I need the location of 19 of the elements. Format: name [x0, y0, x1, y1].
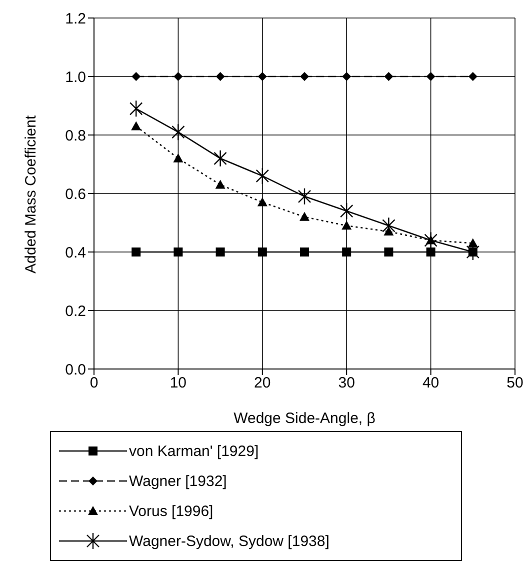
legend-label: von Karman' [1929] [129, 442, 259, 460]
x-tick-label: 50 [506, 374, 524, 392]
y-tick-label: 0.8 [65, 127, 86, 144]
y-axis-title: Added Mass Coefficient [22, 114, 40, 274]
legend-label: Wagner-Sydow, Sydow [1938] [129, 532, 330, 550]
x-tick-label: 20 [254, 374, 271, 392]
y-tick-label: 1.2 [65, 10, 86, 28]
x-tick-label: 10 [170, 374, 187, 392]
y-tick-label: 0.0 [65, 361, 86, 378]
y-tick-label: 1.0 [65, 68, 86, 86]
legend-label: Wagner [1932] [129, 472, 227, 490]
y-tick-label: 0.6 [65, 186, 86, 203]
y-tick-label: 0.4 [65, 244, 86, 262]
x-axis-title: Wedge Side-Angle, β [234, 410, 376, 427]
x-tick-label: 0 [90, 374, 98, 392]
legend-label: Vorus [1996] [129, 502, 214, 520]
x-tick-label: 40 [422, 374, 440, 392]
y-tick-label: 0.2 [65, 302, 86, 320]
x-tick-label: 30 [338, 374, 355, 392]
